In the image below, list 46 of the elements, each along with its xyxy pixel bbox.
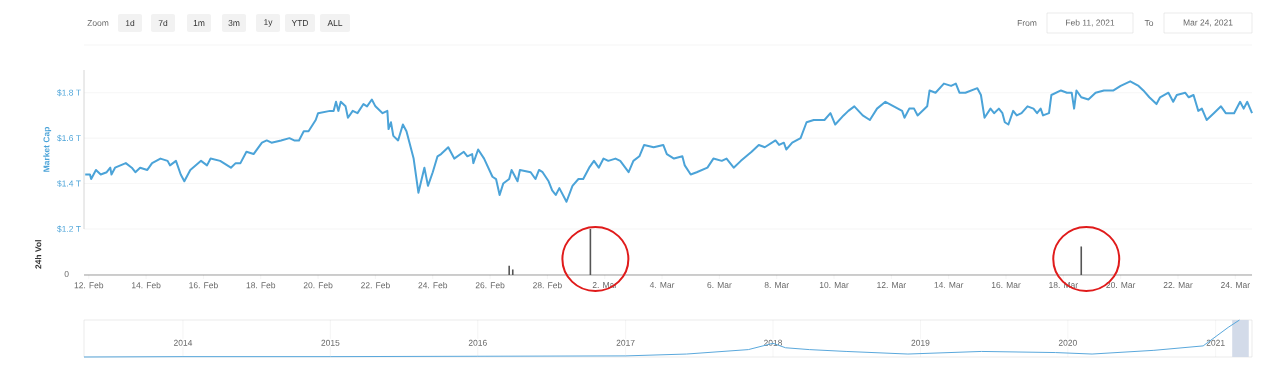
text: 7d xyxy=(158,19,168,27)
y-axis-title: 24h Vol xyxy=(35,240,42,269)
x-tick-label: 14. Mar xyxy=(934,282,964,288)
x-tick-label: 24. Feb xyxy=(418,282,448,289)
text: To xyxy=(1144,20,1154,26)
text: Mar 24, 2021 xyxy=(1183,19,1233,27)
text: Feb 11, 2021 xyxy=(1066,19,1115,27)
text: 1y xyxy=(264,19,273,27)
text: 1d xyxy=(125,19,135,27)
x-tick-label: 14. Feb xyxy=(132,282,161,289)
x-tick-label: 26. Feb xyxy=(475,282,505,289)
x-tick-label: 12. Feb xyxy=(74,282,104,289)
text: YTD xyxy=(291,20,309,26)
text: From xyxy=(1017,20,1037,26)
x-tick-label: 12. Mar xyxy=(877,282,906,289)
x-tick-label: 22. Feb xyxy=(361,282,390,289)
x-tick-label: 4. Mar xyxy=(649,282,675,288)
y-tick-label: $1.6 T xyxy=(57,134,81,142)
x-tick-label: 2016 xyxy=(468,339,487,346)
y-axis-title: Market Cap xyxy=(43,127,52,172)
y-tick-label: $1.8 T xyxy=(57,89,81,97)
line-series xyxy=(84,80,1254,203)
text: Zoom xyxy=(87,20,109,26)
x-tick-label: 24. Mar xyxy=(1220,282,1250,289)
y-tick-label: $1.4 T xyxy=(57,180,81,188)
x-tick-label: 2021 xyxy=(1206,339,1225,346)
x-tick-label: 2014 xyxy=(173,339,193,346)
x-tick-label: 16. Mar xyxy=(991,282,1021,289)
x-tick-label: 8. Mar xyxy=(764,282,789,289)
x-tick-label: 2017 xyxy=(616,339,635,346)
text: 0 xyxy=(64,271,69,277)
x-tick-label: 20. Feb xyxy=(303,282,333,289)
x-tick-label: 6. Mar xyxy=(707,282,732,289)
x-tick-label: 16. Feb xyxy=(189,282,218,289)
x-tick-label: 18. Feb xyxy=(246,282,276,289)
x-tick-label: 2015 xyxy=(321,339,340,346)
y-tick-label: $1.2 T xyxy=(57,225,81,233)
text: 3m xyxy=(228,20,240,26)
x-tick-label: 28. Feb xyxy=(533,282,562,289)
x-tick-label: 10. Mar xyxy=(819,282,849,289)
x-tick-label: 2020 xyxy=(1058,339,1077,346)
x-tick-label: 2019 xyxy=(911,339,930,346)
text: ALL xyxy=(327,20,343,26)
text: 1m xyxy=(193,20,205,26)
x-tick-label: 22. Mar xyxy=(1163,282,1193,289)
x-tick-label: 20. Mar xyxy=(1106,282,1136,289)
